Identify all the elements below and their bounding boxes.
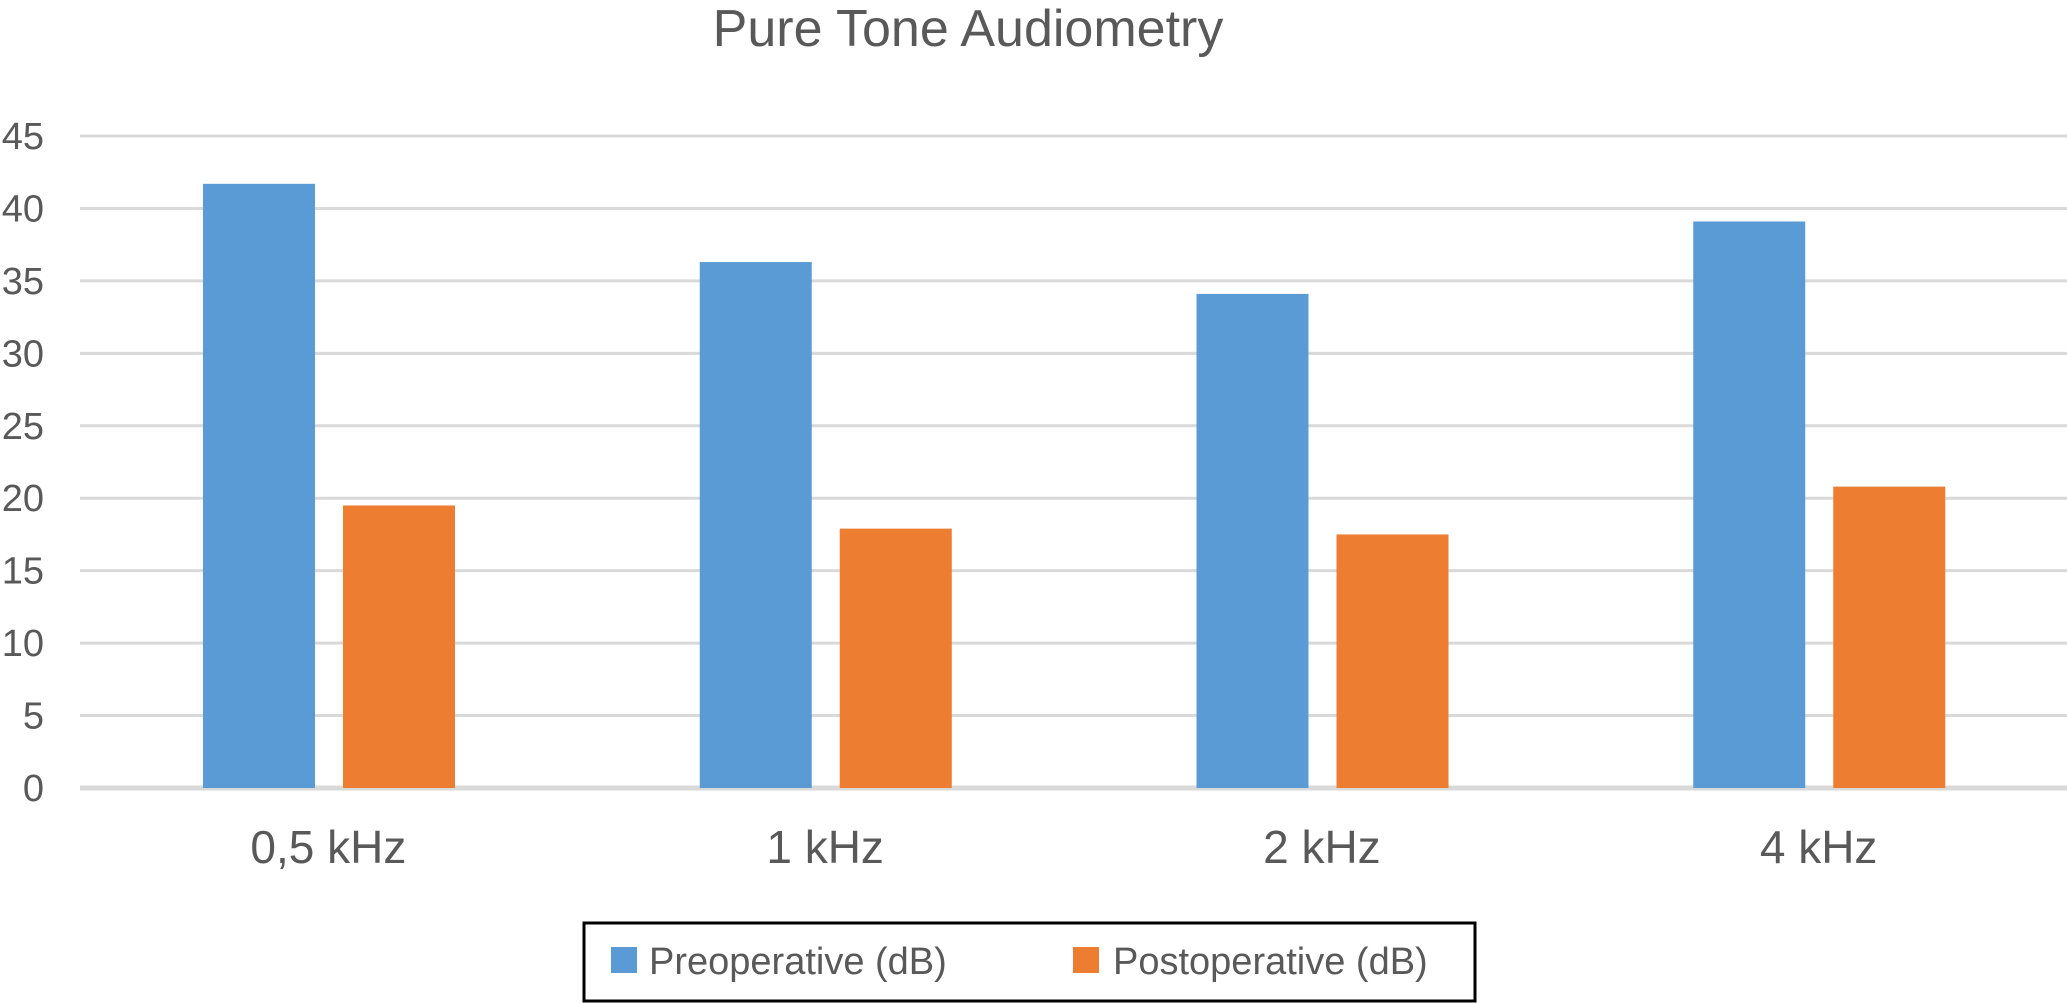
legend-swatch-postoperative xyxy=(1073,947,1099,973)
y-tick-label: 15 xyxy=(2,551,44,593)
bar-preoperative xyxy=(1196,293,1309,788)
bars xyxy=(203,183,1946,789)
legend-border xyxy=(582,921,1477,1003)
legend: Preoperative (dB) Postoperative (dB) xyxy=(582,921,1477,1003)
x-category-label: 1 kHz xyxy=(766,821,884,873)
legend-label-preoperative: Preoperative (dB) xyxy=(649,941,947,983)
legend-label-postoperative: Postoperative (dB) xyxy=(1113,941,1428,983)
y-axis-tick-labels: 0 5 10 15 20 25 30 35 40 45 xyxy=(2,116,44,810)
bar-postoperative xyxy=(343,505,455,788)
x-axis-category-labels: 0,5 kHz 1 kHz 2 kHz 4 kHz xyxy=(250,821,1877,873)
y-tick-label: 40 xyxy=(2,188,44,230)
bar-preoperative xyxy=(699,262,812,788)
legend-swatch-preoperative xyxy=(611,947,637,973)
y-tick-label: 30 xyxy=(2,333,44,375)
y-tick-label: 20 xyxy=(2,478,44,520)
bar-postoperative xyxy=(1336,534,1449,788)
y-tick-label: 45 xyxy=(2,116,44,158)
x-category-label: 2 kHz xyxy=(1263,821,1381,873)
x-category-label: 0,5 kHz xyxy=(250,821,406,873)
chart-title: Pure Tone Audiometry xyxy=(713,0,1224,58)
y-tick-label: 10 xyxy=(2,623,44,665)
bar-postoperative xyxy=(1833,486,1946,788)
x-category-label: 4 kHz xyxy=(1760,821,1878,873)
y-tick-label: 5 xyxy=(23,696,44,738)
y-tick-label: 0 xyxy=(23,768,44,810)
y-tick-label: 25 xyxy=(2,406,44,448)
bar-preoperative xyxy=(1693,221,1806,789)
bar-preoperative xyxy=(203,183,315,788)
bar-postoperative xyxy=(839,528,952,788)
y-tick-label: 35 xyxy=(2,261,44,303)
